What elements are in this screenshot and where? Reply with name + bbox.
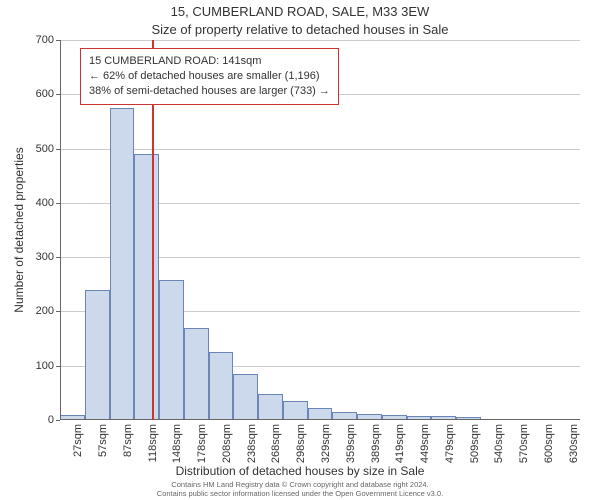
y-tick-label: 500 [4, 143, 54, 155]
histogram-bar [159, 280, 184, 420]
x-tick-label: 268sqm [270, 420, 282, 463]
gridline [60, 40, 580, 41]
gridline [60, 149, 580, 150]
x-tick-label: 509sqm [469, 420, 481, 463]
x-tick-label: 118sqm [147, 420, 159, 462]
x-tick-label: 419sqm [394, 420, 406, 463]
histogram-bar [134, 154, 159, 420]
page-title-address: 15, CUMBERLAND ROAD, SALE, M33 3EW [0, 4, 600, 19]
x-tick-label: 298sqm [295, 420, 307, 463]
x-tick-label: 27sqm [72, 420, 84, 457]
annotation-line: 15 CUMBERLAND ROAD: 141sqm [89, 54, 330, 69]
x-tick-label: 238sqm [246, 420, 258, 463]
histogram-bar [283, 401, 308, 420]
annotation-line: ← 62% of detached houses are smaller (1,… [89, 69, 330, 84]
x-tick-label: 389sqm [370, 420, 382, 463]
x-axis-label: Distribution of detached houses by size … [0, 464, 600, 478]
footer-line-1: Contains HM Land Registry data © Crown c… [0, 480, 600, 489]
histogram-bar [110, 108, 135, 420]
y-tick-label: 400 [4, 197, 54, 209]
x-tick-label: 359sqm [345, 420, 357, 463]
x-tick-label: 329sqm [320, 420, 332, 463]
y-tick-label: 100 [4, 360, 54, 372]
histogram-bar [258, 394, 283, 420]
x-tick-label: 540sqm [493, 420, 505, 463]
histogram-bar [85, 290, 110, 420]
footer-attribution: Contains HM Land Registry data © Crown c… [0, 480, 600, 498]
y-tick-label: 0 [4, 414, 54, 426]
y-tick-label: 600 [4, 88, 54, 100]
annotation-line: 38% of semi-detached houses are larger (… [89, 84, 330, 99]
x-tick-label: 178sqm [196, 420, 208, 463]
page-subtitle: Size of property relative to detached ho… [0, 22, 600, 37]
histogram-bar [233, 374, 258, 420]
histogram-bar [209, 352, 234, 420]
histogram-plot: 010020030040050060070027sqm57sqm87sqm118… [60, 40, 580, 420]
x-tick-label: 630sqm [568, 420, 580, 463]
y-axis-label: Number of detached properties [12, 147, 26, 312]
x-tick-label: 600sqm [543, 420, 555, 463]
x-tick-label: 148sqm [171, 420, 183, 463]
x-tick-label: 87sqm [122, 420, 134, 457]
x-tick-label: 449sqm [419, 420, 431, 463]
x-tick-label: 57sqm [97, 420, 109, 457]
footer-line-2: Contains public sector information licen… [0, 489, 600, 498]
x-tick-label: 479sqm [444, 420, 456, 463]
annotation-callout: 15 CUMBERLAND ROAD: 141sqm← 62% of detac… [80, 48, 339, 105]
y-tick-label: 700 [4, 34, 54, 46]
x-tick-label: 208sqm [221, 420, 233, 463]
y-tick-label: 200 [4, 305, 54, 317]
x-tick-label: 570sqm [518, 420, 530, 463]
y-axis-line [60, 40, 61, 420]
y-tick-label: 300 [4, 251, 54, 263]
histogram-bar [184, 328, 209, 420]
